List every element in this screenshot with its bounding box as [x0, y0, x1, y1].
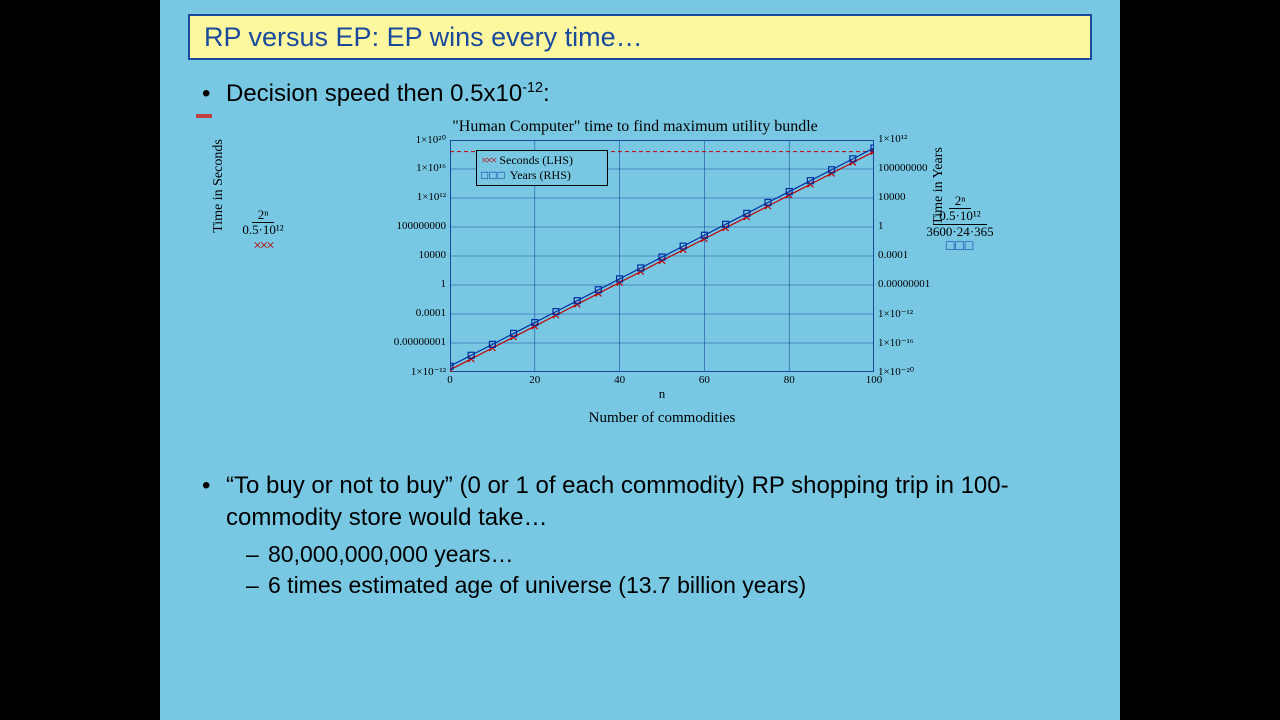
y-right-tick: 1×10⁻¹⁶: [878, 336, 958, 349]
y-left-tick: 100000000: [384, 220, 446, 232]
slide-title: RP versus EP: EP wins every time…: [204, 22, 643, 53]
y-left-tick: 1: [384, 278, 446, 290]
legend-years: Years (RHS): [510, 168, 571, 183]
y-right-tick: 1×10⁻¹²: [878, 307, 958, 320]
y-left-tick: 1×10⁻¹²: [384, 365, 446, 378]
bullet1-text-post: :: [543, 80, 550, 107]
y-left-tick: 10000: [384, 249, 446, 261]
lformula-top: 2ⁿ: [252, 208, 275, 223]
y-left-tick: 0.00000001: [384, 336, 446, 348]
y-left-tick: 1×10¹⁶: [384, 162, 446, 174]
x-tick: 80: [779, 374, 799, 386]
bullet1-sup: -12: [522, 80, 543, 96]
y-right-tick: 1×10⁻²⁰: [878, 365, 958, 378]
x-tick: 20: [525, 374, 545, 386]
y-right-tick: 1×10¹²: [878, 133, 958, 145]
slide-title-bar: RP versus EP: EP wins every time…: [188, 14, 1092, 60]
square-marker-icon: □□□: [481, 168, 506, 183]
lformula-bot: 0.5·10¹²: [242, 222, 283, 237]
x-axis-n: n: [450, 386, 874, 402]
right-formula: 2ⁿ 0.5·10¹² 3600·24·365 □□□: [900, 194, 1020, 254]
bullet-top: Decision speed then 0.5x10-12:: [192, 80, 1102, 108]
x-tick: 0: [440, 374, 460, 386]
x-tick: 60: [694, 374, 714, 386]
x-axis-label: Number of commodities: [450, 410, 874, 427]
y-left-tick: 1×10²⁰: [384, 133, 446, 146]
x-marker-icon: ×××: [253, 238, 272, 254]
chart-title: "Human Computer" time to find maximum ut…: [170, 118, 1100, 136]
legend-seconds: Seconds (LHS): [499, 153, 573, 168]
bullet-1: Decision speed then 0.5x10-12:: [210, 80, 1102, 108]
y-right-tick: 0.00000001: [878, 278, 958, 290]
rformula-mid: 0.5·10¹²: [933, 209, 986, 224]
rformula-top: 2ⁿ: [949, 194, 972, 209]
x-tick: 100: [864, 374, 884, 386]
left-formula: 2ⁿ 0.5·10¹² ×××: [218, 208, 308, 254]
x-tick: 40: [610, 374, 630, 386]
chart: "Human Computer" time to find maximum ut…: [280, 118, 1100, 448]
chart-legend: ××× Seconds (LHS) □□□ Years (RHS): [476, 150, 608, 186]
legend-row-years: □□□ Years (RHS): [481, 168, 603, 183]
y-left-tick: 0.0001: [384, 307, 446, 319]
square-marker-icon: □□□: [946, 239, 974, 254]
bullet-2: “To buy or not to buy” (0 or 1 of each c…: [210, 470, 1102, 535]
bullets-bottom: “To buy or not to buy” (0 or 1 of each c…: [192, 470, 1102, 603]
bullet1-text-pre: Decision speed then 0.5x10: [226, 80, 522, 107]
slide: RP versus EP: EP wins every time… Decisi…: [160, 0, 1120, 720]
sub-bullet-1: 80,000,000,000 years…: [252, 541, 1102, 568]
sub-bullet-2: 6 times estimated age of universe (13.7 …: [252, 572, 1102, 599]
x-marker-icon: ×××: [481, 153, 495, 168]
legend-row-seconds: ××× Seconds (LHS): [481, 153, 603, 168]
rformula-bot: 3600·24·365: [926, 224, 993, 239]
y-left-tick: 1×10¹²: [384, 191, 446, 203]
